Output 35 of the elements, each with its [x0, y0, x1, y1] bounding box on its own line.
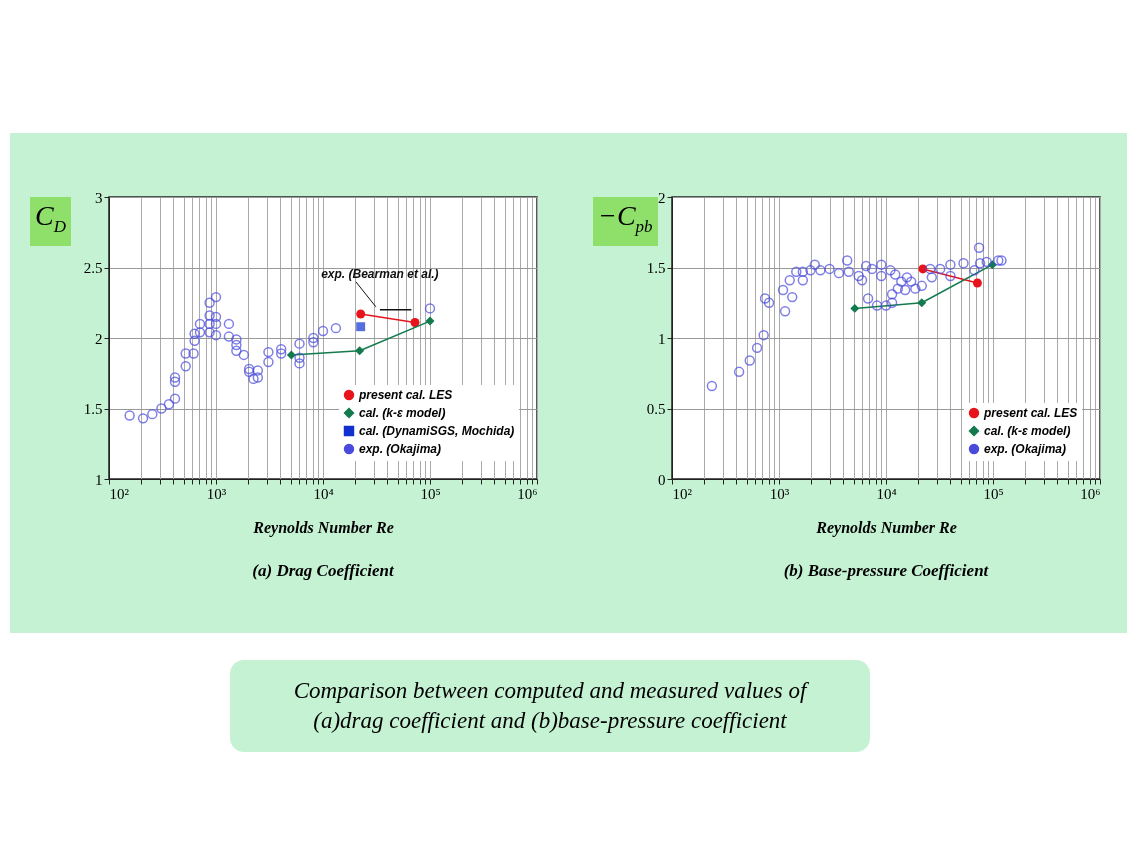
- legend-label: cal. (k-ε model): [359, 406, 446, 420]
- x-tick-label: 10⁴: [313, 485, 334, 502]
- x-tick-label: 10²: [109, 485, 130, 502]
- x-tick-label: 10³: [206, 485, 227, 502]
- text: exp. (Bearman et al.): [321, 266, 439, 281]
- x-tick-label: 10³: [769, 485, 790, 502]
- y-tick-label: 2.5: [83, 260, 103, 276]
- x-tick-label: 10⁶: [517, 485, 538, 502]
- legend-label: present cal. LES: [983, 406, 1078, 420]
- legend-label: present cal. LES: [358, 388, 453, 402]
- y-tick-label: 3: [95, 189, 103, 206]
- y-axis-title: C$_{D}$: [30, 197, 71, 246]
- text: (a) Drag Coefficient: [252, 561, 395, 580]
- legend-label: cal. (DynamiSGS, Mochida): [359, 424, 515, 438]
- x-tick-label: 10⁶: [1080, 485, 1101, 502]
- y-tick-label: 0: [658, 471, 666, 488]
- y-tick-label: 1: [95, 471, 103, 488]
- y-axis-title: −C$_{pb}$: [593, 197, 658, 246]
- x-tick-label: 10⁵: [983, 485, 1004, 502]
- text: Comparison between computed and measured values of (a)drag coefficient and (b)base-pressure coefficient: [230, 660, 870, 752]
- y-tick-label: 0.5: [646, 401, 666, 417]
- text: (b) Base-pressure Coefficient: [783, 561, 990, 580]
- y-tick-label: 1: [658, 330, 666, 347]
- x-tick-label: 10²: [672, 485, 693, 502]
- y-tick-label: 2: [95, 330, 103, 347]
- x-tick-label: 10⁵: [420, 485, 441, 502]
- x-axis-title: Reynolds Number Re: [252, 518, 394, 537]
- legend-label: exp. (Okajima): [359, 442, 442, 456]
- legend-label: exp. (Okajima): [984, 442, 1067, 456]
- y-tick-label: 1.5: [83, 401, 103, 417]
- x-axis-title: Reynolds Number Re: [815, 518, 957, 537]
- y-tick-label: 1.5: [646, 260, 666, 276]
- y-tick-label: 2: [658, 189, 666, 206]
- legend-label: cal. (k-ε model): [984, 424, 1071, 438]
- x-tick-label: 10⁴: [876, 485, 897, 502]
